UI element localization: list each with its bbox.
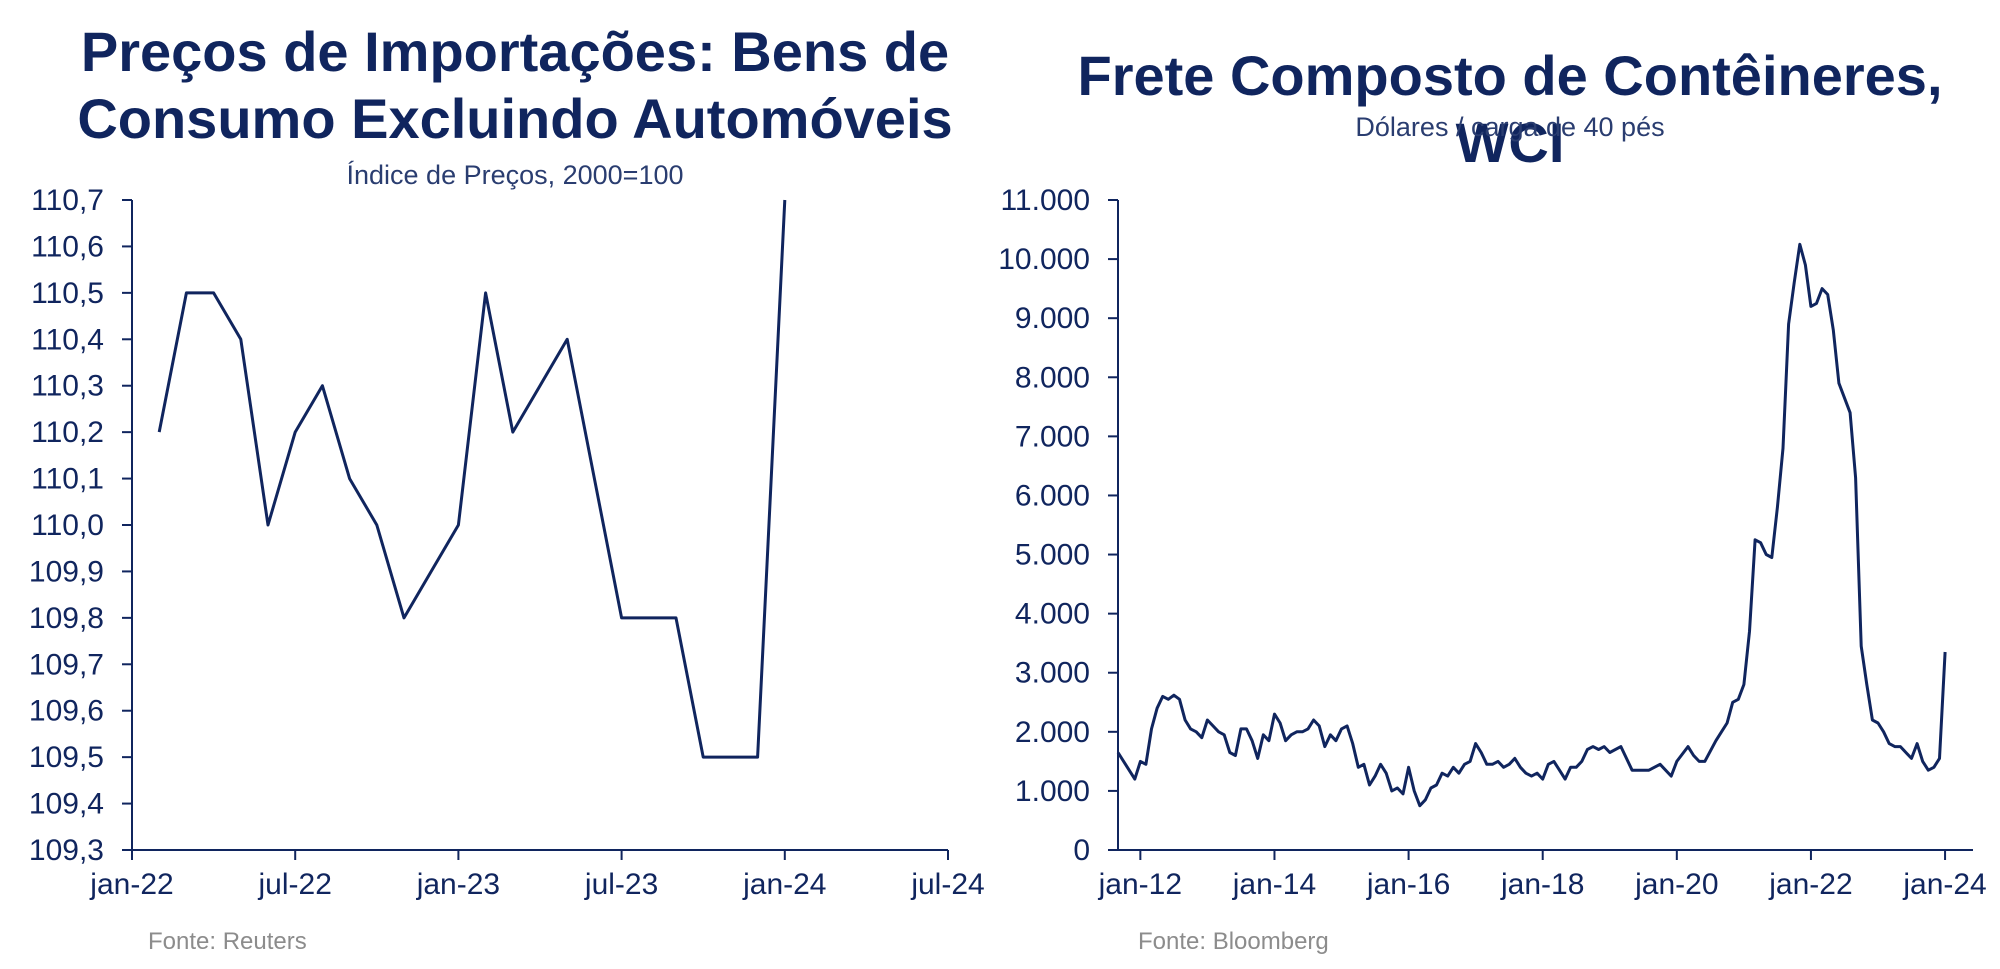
- chart1-source: Fonte: Reuters: [148, 928, 307, 955]
- chart1-y-tick-label: 109,5: [29, 741, 104, 774]
- chart1-y-tick-label: 110,7: [31, 184, 104, 217]
- chart1-y-tick-label: 109,7: [29, 648, 104, 681]
- chart1-title-line1: Preços de Importações: Bens de: [80, 20, 950, 83]
- chart2-series-line: [1116, 242, 1947, 808]
- chart1-series-line: [157, 199, 787, 759]
- chart1-y-tick-label: 109,4: [29, 788, 104, 821]
- chart1-y-tick-label: 110,2: [31, 416, 104, 449]
- chart2-x-tick-label: jan-24: [1902, 868, 1986, 901]
- chart2-y-tick-label: 2.000: [1015, 716, 1090, 749]
- chart2-y-tick-label: 1.000: [1015, 775, 1090, 808]
- chart1-y-tick-label: 109,6: [29, 695, 104, 728]
- chart2-source: Fonte: Bloomberg: [1138, 928, 1329, 955]
- chart1-y-tick-label: 110,3: [31, 370, 104, 403]
- chart2-x-tick-label: jan-16: [1366, 868, 1450, 901]
- chart1-y-tick-label: 109,8: [29, 602, 104, 635]
- chart1-x-tick-label: jan-22: [89, 868, 173, 901]
- chart2-subtitle: Dólares / carga de 40 pés: [1355, 112, 1665, 142]
- chart1-y-tick-label: 109,9: [29, 555, 104, 588]
- chart1-x-tick-label: jan-24: [742, 868, 826, 901]
- chart2-y-tick-label: 7.000: [1015, 420, 1090, 453]
- chart2-x-tick-label: jan-12: [1098, 868, 1182, 901]
- chart1-y-tick-label: 109,3: [29, 834, 104, 867]
- chart1-y-tick-label: 110,4: [31, 323, 104, 356]
- chart2-title: Frete Composto de Contêineres, WCI: [1077, 44, 1943, 175]
- chart1-x-tick-label: jul-23: [584, 868, 658, 901]
- chart2-y-tick-label: 11.000: [1000, 184, 1090, 217]
- chart2-y-tick-label: 10.000: [998, 243, 1090, 276]
- chart2-plot: 11.000 10.000 9.000 8.000 7.000 6.000 5.000 4.0…: [998, 184, 1987, 901]
- chart1-x-tick-label: jan-23: [416, 868, 500, 901]
- chart2-y-tick-label: 6.000: [1015, 479, 1090, 512]
- chart2-y-tick-label: 5.000: [1015, 539, 1090, 572]
- chart1-y-tick-label: 110,1: [31, 463, 104, 496]
- chart1-y-tick-label: 110,0: [31, 509, 104, 542]
- chart1-x-tick-label: jul-22: [258, 868, 332, 901]
- chart1-title: Preços de Importações: Bens de Consumo E…: [60, 18, 970, 152]
- chart2-x-tick-label: jan-18: [1500, 868, 1584, 901]
- chart1-subtitle: Índice de Preços, 2000=100: [346, 160, 684, 190]
- chart1-x-tick-label: jul-24: [910, 868, 984, 901]
- chart1-title-line2: Consumo Excluindo Automóveis: [77, 87, 953, 151]
- chart2-y-tick-label: 8.000: [1015, 361, 1090, 394]
- chart2-y-tick-label: 0: [1073, 834, 1090, 867]
- chart2-y-tick-label: 3.000: [1015, 657, 1090, 690]
- chart2-x-tick-label: jan-14: [1232, 868, 1316, 901]
- chart2-x-tick-label: jan-20: [1634, 868, 1718, 901]
- chart2-x-tick-label: jan-22: [1768, 868, 1852, 901]
- chart1-y-tick-label: 110,6: [31, 230, 104, 263]
- chart1-y-tick-label: 110,5: [31, 277, 104, 310]
- chart2-y-tick-label: 9.000: [1015, 302, 1090, 335]
- chart1-plot: 110,7 110,6 110,5 110,4 110,3 110,2 110,1 110,0…: [29, 184, 985, 901]
- chart2-y-tick-label: 4.000: [1015, 598, 1090, 631]
